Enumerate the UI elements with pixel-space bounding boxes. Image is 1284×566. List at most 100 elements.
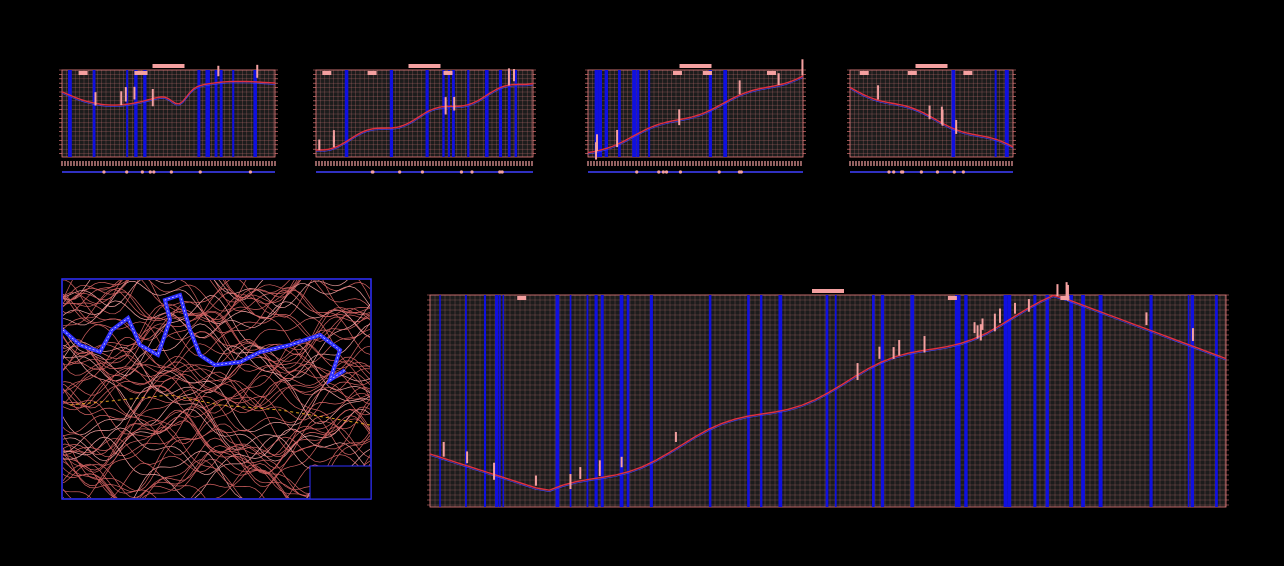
contour-line: [63, 436, 370, 474]
contour-line: [63, 280, 348, 308]
marker: [512, 69, 515, 82]
station-band: [964, 295, 968, 507]
marker: [1066, 284, 1069, 301]
station-node: [198, 170, 202, 174]
station-band: [389, 70, 393, 157]
station-band: [208, 70, 210, 157]
contour-line: [63, 370, 370, 436]
station-band: [498, 295, 501, 507]
marker: [217, 65, 220, 77]
pi-tag: [134, 71, 144, 75]
profile-sheet: [59, 64, 278, 174]
station-node: [470, 170, 474, 174]
title-tag: [679, 64, 712, 68]
contour-line: [63, 409, 370, 488]
ground-profile: [429, 294, 1227, 491]
station-band: [143, 70, 147, 157]
title-tag: [408, 64, 441, 68]
station-node: [498, 170, 502, 174]
marker: [674, 431, 677, 442]
station-node: [102, 170, 106, 174]
station-band: [594, 295, 598, 507]
station-band: [1215, 295, 1217, 507]
station-band: [214, 70, 218, 157]
side-ticks: [427, 294, 1229, 506]
station-node: [952, 170, 956, 174]
station-band: [1007, 295, 1012, 507]
station-band: [1045, 295, 1049, 507]
marker: [442, 441, 445, 457]
marker: [973, 322, 976, 334]
contour-line: [63, 280, 301, 301]
station-node: [459, 170, 464, 174]
pi-tag: [766, 71, 776, 75]
contour-line: [63, 408, 370, 474]
station-band: [760, 295, 762, 507]
station-band: [507, 70, 511, 157]
station-band: [1033, 295, 1037, 507]
contour-line: [63, 288, 370, 365]
station-node: [664, 170, 669, 174]
marker: [981, 318, 984, 330]
contour-line: [63, 280, 298, 314]
pi-tag: [672, 71, 682, 75]
station-labels: [849, 161, 1013, 166]
station-band: [205, 70, 209, 157]
contour-line: [63, 459, 370, 498]
station-band: [467, 70, 470, 157]
marker: [941, 109, 944, 126]
station-node: [657, 170, 661, 174]
station-node: [370, 170, 374, 174]
contour-line: [63, 280, 370, 333]
station-band: [600, 295, 604, 507]
marker: [1056, 284, 1059, 297]
station-band: [708, 70, 712, 157]
station-node: [140, 170, 144, 174]
profile-frame: [61, 69, 276, 158]
marker: [1065, 282, 1068, 300]
station-band: [68, 70, 72, 157]
station-band: [126, 70, 129, 157]
station-band: [1190, 295, 1195, 507]
profile-sheet: [847, 64, 1016, 174]
design-profile: [849, 88, 1014, 149]
station-band: [871, 295, 875, 507]
station-band: [555, 295, 560, 507]
station-band: [1098, 295, 1103, 507]
station-band: [880, 295, 885, 507]
boundary-line: [69, 394, 370, 426]
marker: [151, 88, 154, 107]
station-band: [439, 295, 441, 507]
contour-line: [63, 311, 370, 355]
marker: [493, 462, 496, 480]
marker: [678, 109, 681, 126]
station-node: [887, 170, 891, 174]
station-band: [344, 70, 349, 157]
contour-line: [63, 280, 370, 320]
station-band: [604, 70, 609, 157]
pi-tag: [517, 296, 527, 300]
side-ticks: [847, 69, 1016, 154]
marker: [133, 86, 136, 100]
station-node: [678, 170, 683, 174]
contour-line: [63, 337, 370, 414]
marker: [444, 97, 447, 115]
station-band: [232, 70, 235, 157]
station-band: [834, 295, 837, 507]
station-band: [502, 295, 505, 507]
station-node: [661, 170, 665, 174]
station-band: [957, 295, 961, 507]
contour-line: [63, 317, 370, 379]
design-profile: [587, 77, 804, 155]
station-band: [465, 295, 467, 507]
station-band: [1187, 295, 1190, 507]
station-band: [708, 295, 712, 507]
pi-tag: [859, 71, 869, 75]
station-band: [618, 70, 621, 157]
station-band: [910, 295, 915, 507]
station-node: [398, 170, 402, 174]
contour-line: [63, 280, 302, 304]
station-node: [169, 170, 173, 174]
grid-lines: [849, 69, 1013, 157]
